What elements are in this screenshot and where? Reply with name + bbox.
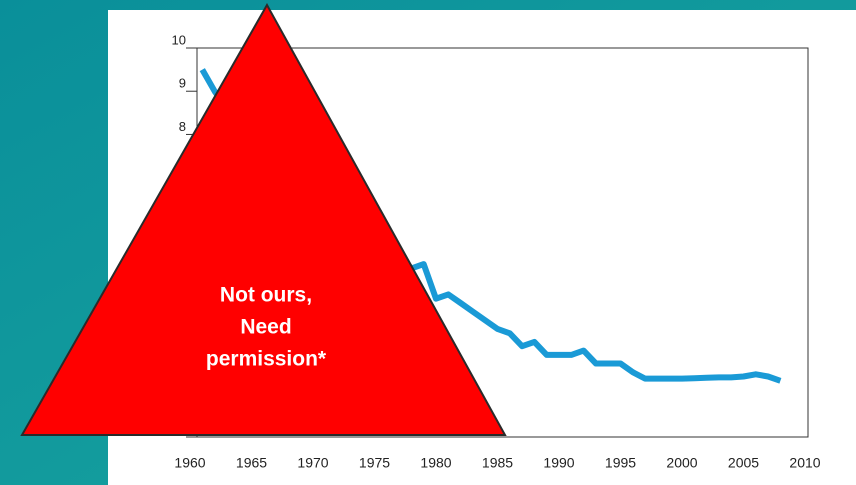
y-tick-label: 10 [172, 32, 186, 47]
x-tick-label: 1960 [174, 455, 205, 471]
x-tick-label: 1980 [420, 455, 451, 471]
warning-text: Not ours, [220, 284, 312, 307]
x-tick-label: 2010 [789, 455, 820, 471]
x-tick-label: 2000 [666, 455, 697, 471]
x-tick-label: 1970 [297, 455, 328, 471]
y-tick-label: 9 [179, 76, 186, 91]
x-tick-label: 1965 [236, 455, 267, 471]
y-tick-label: 8 [179, 119, 186, 134]
x-tick-label: 1995 [605, 455, 636, 471]
warning-overlay: Not ours, Need permission* [20, 2, 507, 436]
warning-text: permission* [206, 348, 327, 371]
x-tick-label: 1990 [543, 455, 574, 471]
x-tick-label: 1985 [482, 455, 513, 471]
x-tick-label: 1975 [359, 455, 390, 471]
x-tick-label: 2005 [728, 455, 759, 471]
warning-text: Need [240, 316, 291, 339]
warning-triangle [20, 2, 507, 436]
